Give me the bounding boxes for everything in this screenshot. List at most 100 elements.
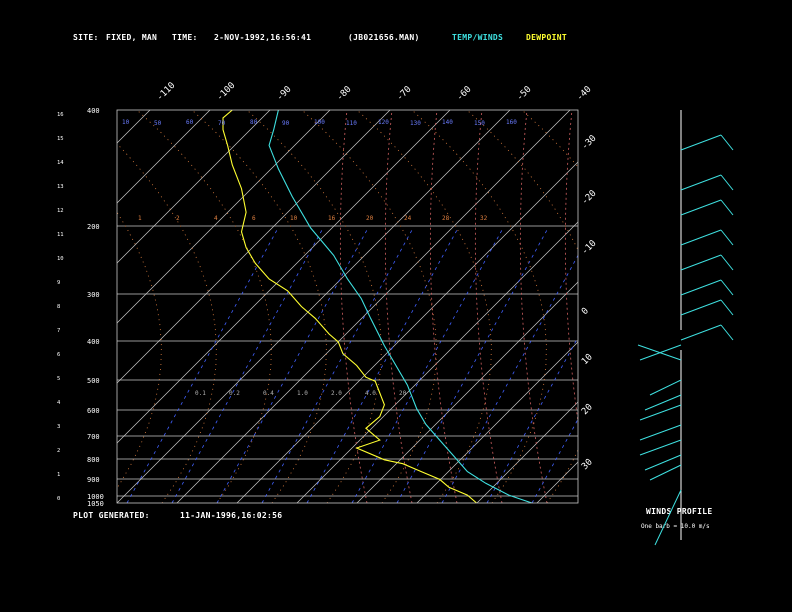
mixing-ratio-label: 20 <box>399 390 407 397</box>
wind-barb <box>680 279 722 296</box>
right-isotherm-label: 0 <box>580 306 591 317</box>
top-isotherm-label: -60 <box>455 85 474 104</box>
mixing-ratio-label: 2 <box>176 215 180 222</box>
isotherm-line <box>657 103 792 503</box>
mixing-ratio-line <box>351 229 503 503</box>
pressure-label: 400 <box>87 107 100 115</box>
isotherm-line <box>117 110 211 204</box>
altitude-label: 8 <box>57 304 60 310</box>
altitude-label: 0 <box>57 496 60 502</box>
site-label: SITE: <box>73 33 99 42</box>
pressure-label: 700 <box>87 433 100 441</box>
top-isotherm-label: -70 <box>395 85 414 104</box>
dry-adiabat-label: 140 <box>442 119 453 126</box>
mixing-ratio-label: 10 <box>290 215 298 222</box>
wind-barb <box>639 439 682 456</box>
right-isotherm-label: 30 <box>580 457 595 472</box>
wind-barb <box>680 134 722 151</box>
mixing-ratio-line <box>126 229 278 503</box>
dry-adiabat-label: 120 <box>378 119 389 126</box>
wind-barb <box>680 299 722 316</box>
pressure-label: 600 <box>87 407 100 415</box>
dry-adiabat <box>576 110 578 112</box>
pressure-label: 1050 <box>87 500 104 508</box>
altitude-label: 11 <box>57 232 64 238</box>
dry-adiabat-label: 70 <box>218 120 226 127</box>
top-isotherm-label: -100 <box>215 81 237 103</box>
isotherm-line <box>176 110 571 503</box>
dry-adiabat-label: 110 <box>346 120 357 127</box>
mixing-ratio-line <box>441 254 578 503</box>
wind-barb <box>637 344 682 361</box>
isotherm-line <box>117 110 151 144</box>
mixing-ratio-label: 1.0 <box>297 390 308 397</box>
altitude-label: 16 <box>57 112 64 118</box>
dry-adiabat <box>356 110 492 503</box>
mixing-ratio-label: 28 <box>442 215 450 222</box>
dry-adiabat-label: 80 <box>250 119 258 126</box>
wind-barb <box>639 424 682 441</box>
isotherm-line <box>117 110 511 503</box>
moist-adiabat <box>474 110 503 503</box>
moist-adiabat <box>519 110 548 503</box>
altitude-label: 9 <box>57 280 60 286</box>
altitude-label: 6 <box>57 352 60 358</box>
plot-generated-label: PLOT GENERATED: <box>73 511 150 520</box>
wind-barb <box>680 254 722 271</box>
altitude-label: 7 <box>57 328 60 334</box>
time-value: 2-NOV-1992,16:56:41 <box>214 33 312 42</box>
right-isotherm-label: 20 <box>580 402 595 417</box>
wind-barb <box>644 394 682 411</box>
winds-profile-note: One barb = 10.0 m/s <box>641 523 710 530</box>
mixing-ratio-label: 0.1 <box>195 390 206 397</box>
right-isotherm-label: 10 <box>580 352 595 367</box>
pressure-label: 500 <box>87 377 100 385</box>
right-isotherm-label: -20 <box>580 189 599 208</box>
isotherm-line <box>536 461 578 503</box>
wind-barb-flag <box>720 324 734 341</box>
right-isotherm-label: -10 <box>580 239 599 258</box>
plot-frame <box>116 109 579 504</box>
wind-barb <box>680 229 722 246</box>
dewpoint-line <box>222 110 477 503</box>
top-isotherm-label: -80 <box>335 85 354 104</box>
mixing-ratio-label: 1 <box>138 215 142 222</box>
legend-dewpoint: DEWPOINT <box>526 33 567 42</box>
dry-adiabat <box>0 110 106 503</box>
mixing-ratio-line <box>216 229 368 503</box>
isotherm-line <box>296 221 578 503</box>
mixing-ratio-label: 32 <box>480 215 488 222</box>
pressure-label: 800 <box>87 456 100 464</box>
dry-adiabat-label: 160 <box>506 119 517 126</box>
time-label: TIME: <box>172 33 198 42</box>
altitude-label: 15 <box>57 136 64 142</box>
mixing-ratio-label: 24 <box>404 215 412 222</box>
pressure-label: 200 <box>87 223 100 231</box>
dry-adiabat <box>246 110 382 503</box>
wind-barb-flag <box>720 299 734 316</box>
wind-barb-flag <box>720 174 734 191</box>
wind-barb <box>639 404 682 421</box>
wind-barb <box>680 324 722 341</box>
altitude-label: 14 <box>57 160 64 166</box>
wind-barb <box>680 174 722 191</box>
wind-barb-flag <box>720 254 734 271</box>
isotherm-line <box>356 281 578 503</box>
altitude-label: 1 <box>57 472 60 478</box>
temperature-line <box>268 110 533 503</box>
wind-barb-flag <box>720 279 734 296</box>
dry-adiabat <box>632 110 766 503</box>
wind-barb <box>644 454 682 471</box>
dry-adiabat <box>0 110 51 503</box>
isotherm-line <box>777 103 792 503</box>
mixing-ratio-label: 16 <box>328 215 336 222</box>
mixing-ratio-label: 2.0 <box>331 390 342 397</box>
wind-barb-flag <box>720 199 734 216</box>
moist-adiabat <box>384 110 413 503</box>
top-isotherm-label: -50 <box>515 85 534 104</box>
dry-adiabat-label: 50 <box>154 120 162 127</box>
wind-barb-flag <box>720 134 734 151</box>
top-isotherm-label: -40 <box>575 85 594 104</box>
plot-generated-value: 11-JAN-1996,16:02:56 <box>180 511 283 520</box>
